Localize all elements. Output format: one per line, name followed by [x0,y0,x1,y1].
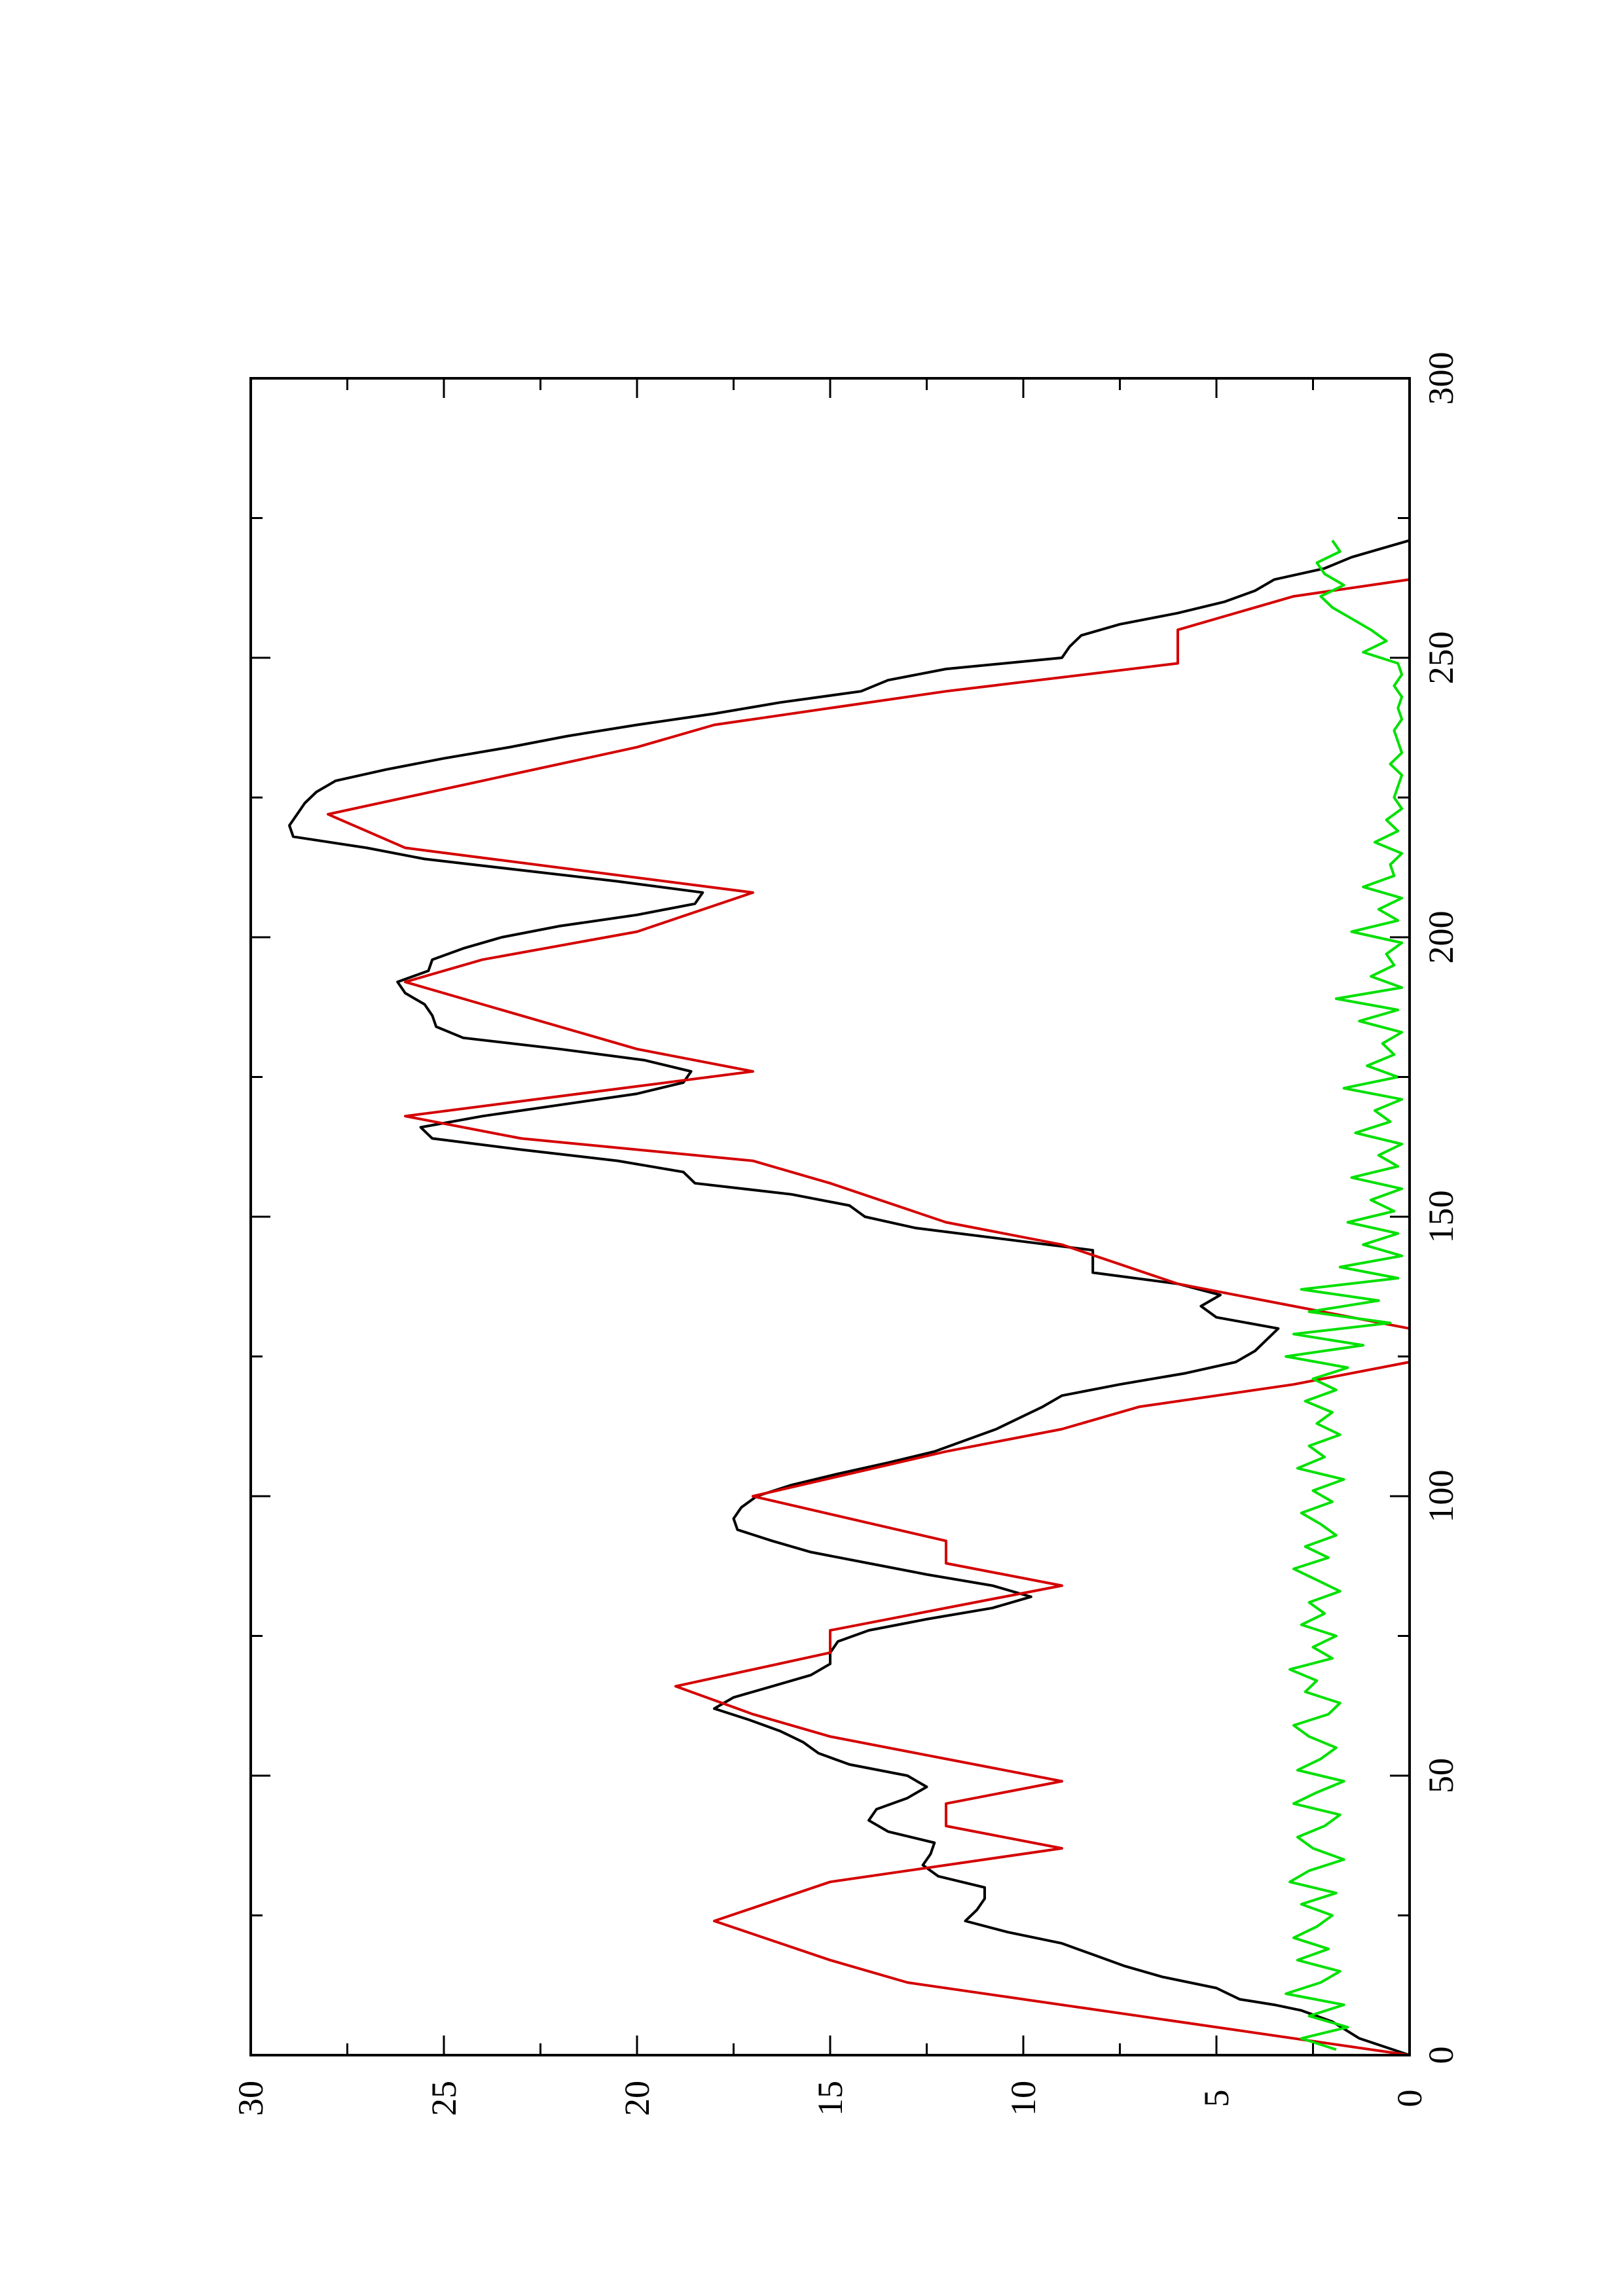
x-tick-label: 100 [1421,1470,1461,1523]
x-tick-label: 50 [1421,1758,1461,1793]
y-tick-label: 15 [811,2081,850,2116]
y-tick-label: 25 [424,2081,464,2116]
plot-frame [249,377,1411,2056]
x-tick-label: 250 [1421,632,1461,685]
y-tick-label: 10 [1004,2081,1043,2116]
labels-layer: 0 50 100 150 200 250 300 0 5 10 15 20 25 30 [231,352,1461,2117]
x-tick-label: 150 [1421,1191,1461,1244]
series-line-1 [288,539,1410,2056]
ticks-layer [249,377,1411,2056]
y-tick-label: 5 [1197,2090,1236,2108]
x-tick-label: 300 [1421,352,1461,405]
y-tick-label: 0 [1390,2090,1429,2108]
x-tick-label: 200 [1421,911,1461,964]
y-tick-label: 20 [617,2081,657,2116]
x-tick-label: 0 [1421,2047,1461,2064]
series-line-3 [1285,539,1404,2051]
series-line-2 [327,578,1411,2056]
y-tick-label: 30 [231,2081,270,2116]
series-layer [288,539,1411,2056]
